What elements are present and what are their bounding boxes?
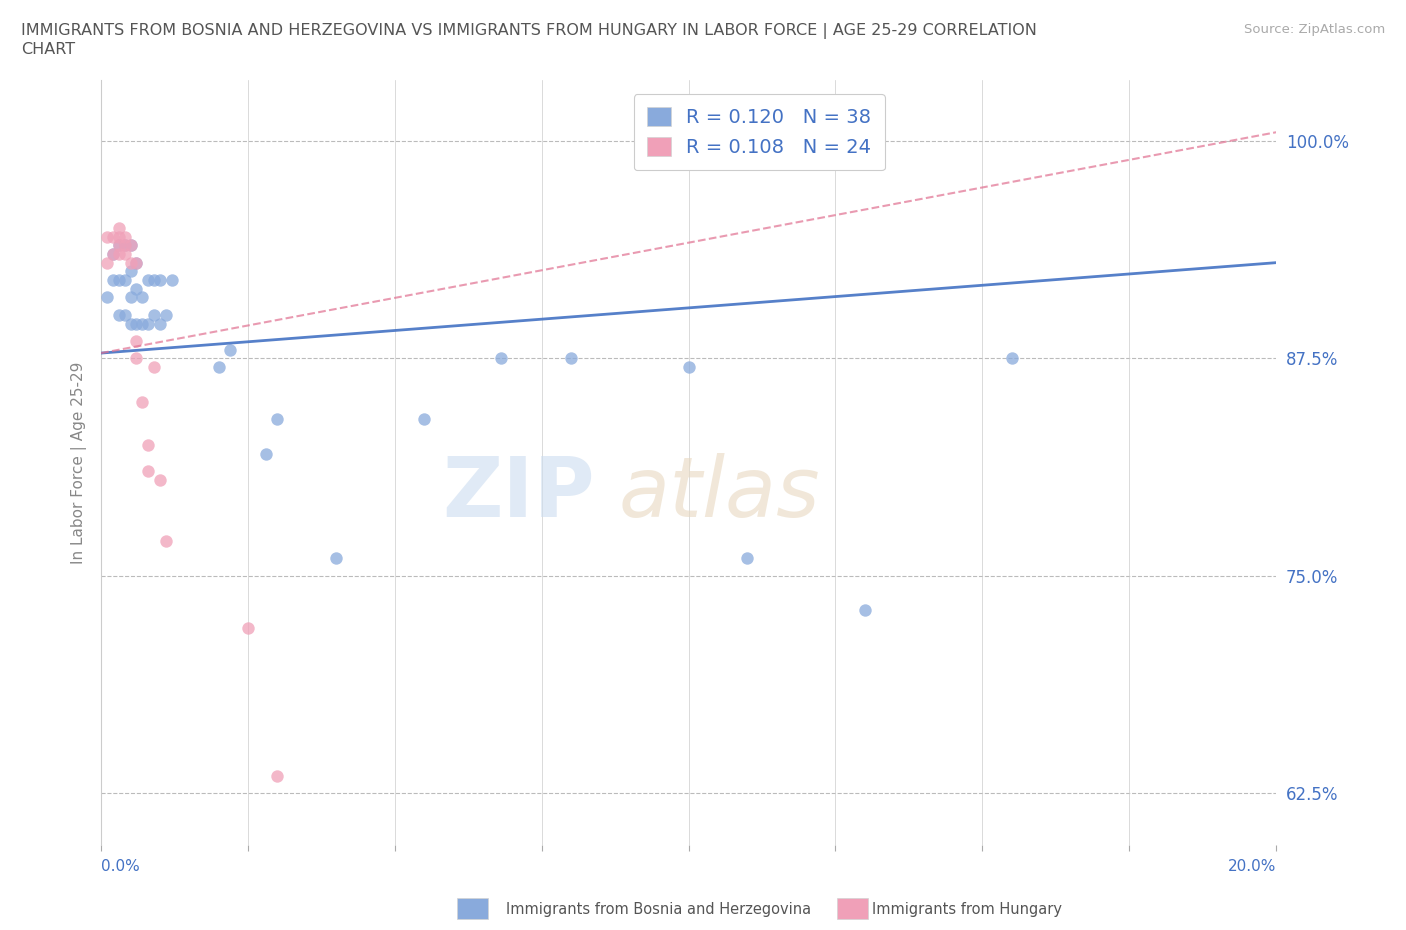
Point	[114, 308, 136, 323]
Point	[131, 394, 153, 409]
Point	[120, 290, 142, 305]
Point	[101, 272, 124, 287]
Point	[219, 342, 242, 357]
Point	[101, 229, 124, 244]
Point	[325, 551, 347, 565]
Point	[143, 360, 166, 375]
Point	[101, 246, 124, 261]
Point	[149, 316, 172, 331]
Text: atlas: atlas	[619, 453, 820, 534]
Point	[207, 360, 229, 375]
Point	[125, 255, 148, 270]
Point	[107, 238, 129, 253]
Point	[107, 246, 129, 261]
Text: Immigrants from Bosnia and Herzegovina: Immigrants from Bosnia and Herzegovina	[506, 902, 811, 917]
Point	[107, 272, 129, 287]
Point	[96, 229, 118, 244]
Point	[136, 438, 159, 453]
Point	[136, 316, 159, 331]
Point	[120, 316, 142, 331]
Point	[125, 351, 148, 365]
Point	[413, 412, 436, 427]
Point	[114, 238, 136, 253]
Text: Immigrants from Hungary: Immigrants from Hungary	[872, 902, 1062, 917]
Point	[107, 229, 129, 244]
Point	[120, 255, 142, 270]
Point	[155, 534, 177, 549]
Point	[120, 238, 142, 253]
Point	[107, 238, 129, 253]
Point	[125, 334, 148, 349]
Point	[143, 308, 166, 323]
Point	[131, 290, 153, 305]
Point	[114, 238, 136, 253]
Point	[737, 551, 759, 565]
Text: IMMIGRANTS FROM BOSNIA AND HERZEGOVINA VS IMMIGRANTS FROM HUNGARY IN LABOR FORCE: IMMIGRANTS FROM BOSNIA AND HERZEGOVINA V…	[21, 23, 1038, 57]
Point	[136, 272, 159, 287]
Point	[489, 351, 512, 365]
Legend: R = 0.120   N = 38, R = 0.108   N = 24: R = 0.120 N = 38, R = 0.108 N = 24	[634, 94, 884, 170]
Point	[101, 246, 124, 261]
Y-axis label: In Labor Force | Age 25-29: In Labor Force | Age 25-29	[72, 362, 87, 564]
Point	[266, 412, 288, 427]
Point	[96, 255, 118, 270]
Point	[125, 316, 148, 331]
Point	[114, 272, 136, 287]
Point	[114, 229, 136, 244]
Point	[678, 360, 700, 375]
Point	[149, 472, 172, 487]
Text: Source: ZipAtlas.com: Source: ZipAtlas.com	[1244, 23, 1385, 36]
Point	[266, 768, 288, 783]
Point	[120, 264, 142, 279]
Point	[560, 351, 582, 365]
Point	[114, 246, 136, 261]
Text: 20.0%: 20.0%	[1227, 859, 1277, 874]
Point	[143, 272, 166, 287]
Point	[853, 603, 876, 618]
Point	[107, 308, 129, 323]
Point	[236, 620, 259, 635]
Point	[160, 272, 183, 287]
Point	[136, 464, 159, 479]
Point	[1001, 351, 1024, 365]
Text: ZIP: ZIP	[441, 453, 595, 534]
Point	[107, 220, 129, 235]
Point	[96, 290, 118, 305]
Point	[125, 255, 148, 270]
Point	[120, 238, 142, 253]
Point	[125, 281, 148, 296]
Point	[149, 272, 172, 287]
Text: 0.0%: 0.0%	[101, 859, 139, 874]
Point	[131, 316, 153, 331]
Point	[254, 446, 277, 461]
Point	[155, 308, 177, 323]
